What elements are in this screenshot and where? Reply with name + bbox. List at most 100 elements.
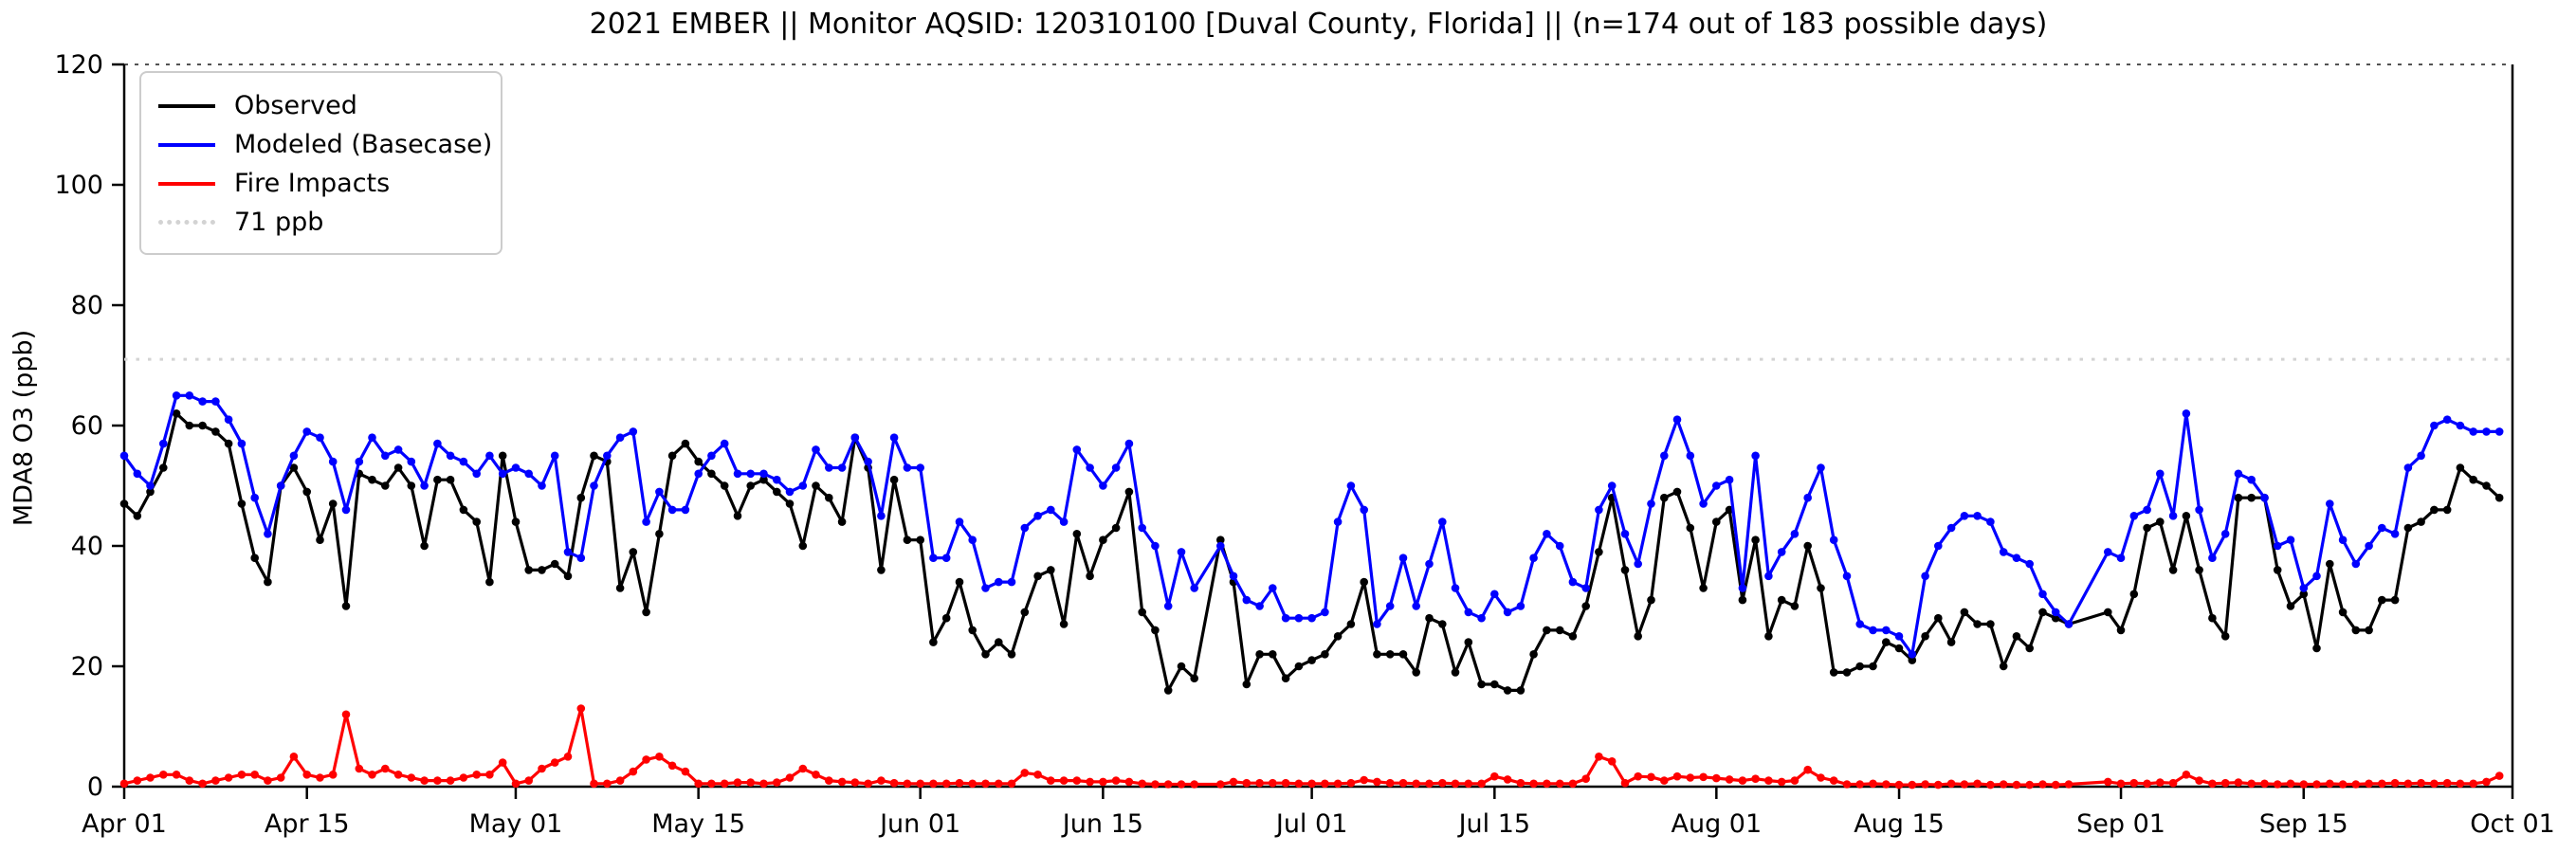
data-point-observed [995, 638, 1003, 646]
data-point-observed [1333, 632, 1343, 641]
data-point-modeled-basecase [929, 554, 938, 562]
data-point-observed [563, 572, 573, 581]
data-point-fire-impacts [850, 778, 860, 787]
data-point-modeled-basecase [733, 469, 742, 479]
data-point-modeled-basecase [133, 469, 142, 479]
data-point-modeled-basecase [2038, 590, 2047, 599]
data-point-fire-impacts [1934, 780, 1943, 789]
data-point-modeled-basecase [433, 439, 442, 448]
data-point-modeled-basecase [1151, 541, 1160, 551]
data-point-fire-impacts [955, 778, 964, 788]
data-point-fire-impacts [1725, 775, 1734, 784]
data-point-observed [185, 421, 194, 430]
x-axis-tick-label: May 15 [651, 809, 745, 839]
data-point-modeled-basecase [302, 427, 312, 436]
x-axis-tick-label: Sep 15 [2259, 809, 2348, 839]
data-point-observed [159, 463, 168, 472]
data-point-fire-impacts [1855, 780, 1864, 789]
data-point-observed [368, 475, 376, 484]
data-point-modeled-basecase [224, 415, 233, 425]
data-point-fire-impacts [433, 776, 442, 785]
legend-item-fire-impacts: Fire Impacts [158, 164, 484, 203]
data-point-modeled-basecase [341, 505, 351, 515]
data-point-observed [341, 602, 351, 610]
data-point-modeled-basecase [2338, 535, 2348, 544]
data-point-observed [1307, 656, 1316, 664]
data-point-observed [1921, 632, 1929, 641]
data-point-fire-impacts [1229, 777, 1238, 787]
data-point-observed [1503, 686, 1512, 695]
data-point-observed [1281, 674, 1290, 682]
data-point-fire-impacts [1921, 780, 1929, 789]
data-point-fire-impacts [759, 779, 768, 789]
data-point-modeled-basecase [1255, 602, 1264, 610]
data-point-fire-impacts [1516, 778, 1526, 788]
data-point-observed [929, 638, 938, 646]
data-point-modeled-basecase [2286, 535, 2295, 544]
data-point-observed [916, 535, 924, 544]
data-point-observed [1412, 668, 1420, 677]
data-point-observed [1986, 620, 1995, 628]
data-point-modeled-basecase [1803, 493, 1812, 502]
data-point-observed [1047, 566, 1055, 574]
data-point-fire-impacts [2260, 779, 2269, 789]
series-observed [119, 409, 2504, 695]
data-point-observed [889, 475, 899, 484]
data-point-fire-impacts [550, 758, 559, 767]
data-point-modeled-basecase [1921, 572, 1929, 581]
data-point-modeled-basecase [850, 433, 860, 443]
data-point-fire-impacts [146, 773, 155, 782]
data-point-observed [1817, 584, 1825, 592]
data-point-fire-impacts [2456, 779, 2465, 789]
data-point-observed [1777, 595, 1786, 605]
x-axis-tick-label: Jul 15 [1457, 809, 1531, 839]
data-point-observed [877, 566, 886, 574]
data-point-observed [2326, 559, 2334, 569]
data-point-modeled-basecase [1869, 626, 1877, 635]
data-point-observed [812, 481, 820, 490]
data-point-fire-impacts [694, 779, 703, 789]
data-point-modeled-basecase [2012, 554, 2021, 562]
data-point-observed [1738, 595, 1747, 605]
data-point-observed [302, 487, 312, 497]
data-point-observed [2430, 505, 2439, 515]
data-point-fire-impacts [1216, 780, 1225, 789]
series-fire-impacts [119, 704, 2504, 789]
data-point-fire-impacts [1059, 776, 1069, 785]
x-axis-tick-label: Aug 15 [1854, 809, 1945, 839]
data-point-observed [1516, 686, 1526, 695]
data-point-modeled-basecase [1908, 650, 1917, 659]
data-point-modeled-basecase [1059, 517, 1069, 526]
data-point-modeled-basecase [1672, 415, 1682, 425]
x-axis-tick-label: Jun 15 [1061, 809, 1143, 839]
data-point-modeled-basecase [1829, 535, 1838, 544]
data-point-fire-impacts [2012, 780, 2021, 789]
data-point-observed [289, 463, 299, 472]
data-point-fire-impacts [720, 779, 729, 789]
data-point-modeled-basecase [773, 475, 781, 484]
data-point-modeled-basecase [615, 433, 625, 443]
data-point-modeled-basecase [2442, 415, 2452, 425]
data-point-observed [1712, 517, 1721, 526]
data-point-observed [1190, 674, 1198, 682]
data-point-modeled-basecase [316, 433, 324, 443]
data-point-observed [146, 487, 155, 497]
data-point-fire-impacts [981, 779, 990, 789]
data-point-fire-impacts [1490, 771, 1499, 781]
data-point-observed [1790, 602, 1800, 610]
data-point-fire-impacts [889, 778, 899, 788]
data-point-modeled-basecase [2430, 421, 2439, 430]
data-point-modeled-basecase [576, 554, 586, 562]
data-point-observed [1138, 608, 1146, 617]
data-point-observed [1946, 638, 1956, 646]
data-point-modeled-basecase [1817, 463, 1825, 472]
data-point-modeled-basecase [590, 481, 598, 490]
data-point-modeled-basecase [2116, 554, 2126, 562]
data-point-observed [1842, 668, 1852, 677]
legend-line-sample-fire-impacts [158, 181, 215, 186]
data-point-observed [2273, 566, 2282, 574]
data-point-observed [1033, 572, 1042, 581]
data-point-fire-impacts [538, 764, 546, 773]
data-point-modeled-basecase [955, 517, 964, 526]
